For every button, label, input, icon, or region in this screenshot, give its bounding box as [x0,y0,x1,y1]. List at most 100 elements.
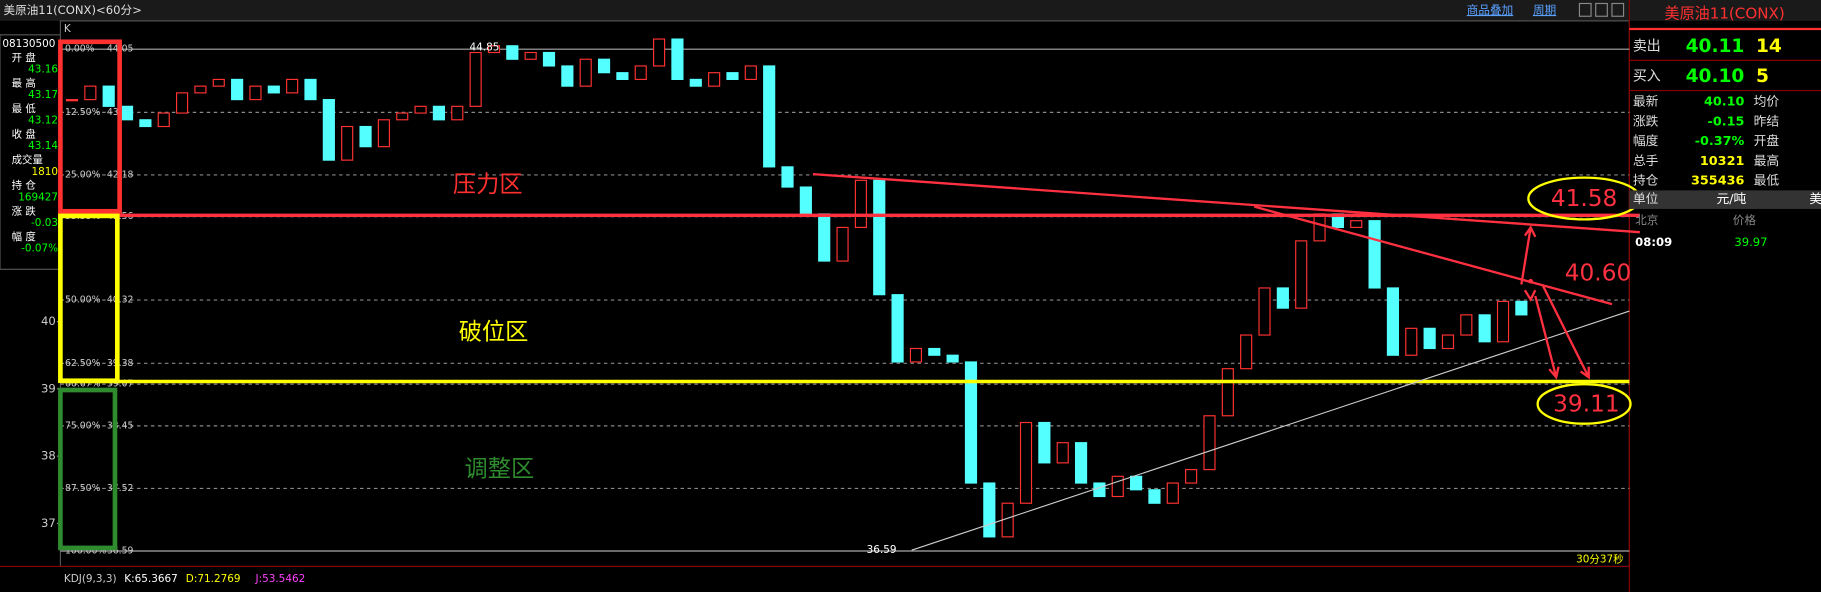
candle [1221,368,1234,417]
candle [1074,442,1088,484]
y-tick-label: 39 [41,381,56,395]
fib-price: 37.52 [107,483,134,494]
indicator-d: D:71.2769 [186,573,241,585]
candle [946,354,959,363]
fib-price: 40.32 [107,295,134,306]
candle [359,125,372,148]
candle [231,78,244,101]
tick-price: 39.97 [1734,235,1767,249]
window-button[interactable] [1611,2,1625,17]
info-panel [0,34,61,270]
candle [84,85,97,101]
unit: 元/吨 [1716,192,1746,207]
candle [212,78,225,87]
info-value: 169427 [18,191,58,203]
level-label: 40.60 [1565,259,1632,286]
overlay-button[interactable]: 商品叠加 [1467,3,1513,17]
low-label: 36.59 [867,544,897,556]
arrow [1541,283,1590,380]
trend-line [812,172,1640,234]
countdown: 30分37秒 [1576,552,1623,565]
candle [744,65,757,81]
tick-time: 08:09 [1635,235,1672,249]
highlight-ellipse [1536,383,1632,425]
candle [414,105,427,114]
arrow [1534,295,1560,380]
row-value: -0.15 [1708,114,1745,129]
candle [1148,489,1161,504]
fib-percent: 87.50% [65,483,101,494]
candle [1313,213,1326,242]
info-value: 1810 [31,166,58,178]
zone-box [58,387,118,551]
book-size: 5 [1756,66,1769,87]
candle [983,482,996,538]
y-tick-label: 40 [41,314,56,328]
support-line [911,310,1630,551]
candle [708,72,721,87]
candle [1203,415,1216,471]
candle [1478,314,1491,343]
book-label: 卖出 [1633,38,1661,54]
fib-percent: 75.00% [65,420,101,431]
info-value: 43.14 [28,140,58,152]
candle [873,179,886,296]
info-label: 持 仓 [12,179,37,192]
book-price: 40.11 [1686,36,1745,57]
candle [1166,482,1179,504]
window-button[interactable] [1578,2,1592,17]
candle [1258,287,1271,336]
info-code: 08130500 [2,38,55,50]
tick-header: 北京 [1635,213,1658,227]
candle [451,105,464,121]
candle [671,38,684,81]
row-label: 总手 [1633,154,1659,169]
candle [194,85,207,94]
candle [304,78,317,101]
candle [1386,287,1400,356]
info-value: -0.07% [21,242,58,254]
candle [341,125,354,161]
candle [175,92,189,114]
arrow [1523,289,1537,302]
candle [964,361,978,484]
candle [909,347,923,363]
candle [781,166,794,188]
candle [542,51,556,67]
zone-label: 调整区 [465,456,535,483]
zone-box [58,213,120,384]
candle [432,105,446,121]
fib-percent: 25.00% [65,169,101,180]
row-label: 持仓 [1633,174,1659,189]
candle [799,186,812,215]
book-size: 14 [1756,36,1782,57]
k-label: K [64,23,72,35]
period-button[interactable]: 周期 [1533,3,1556,17]
row-extra: 昨结 [1754,114,1780,129]
fib-price: 36.59 [107,545,134,556]
tick-header: 价格 [1733,213,1757,227]
indicator-k: K:65.3667 [124,573,178,585]
window-button[interactable] [1595,2,1608,17]
title-bar [0,0,1821,21]
panel-title: 美原油11(CONX) [1664,4,1784,22]
candle [1350,220,1363,228]
indicator-j: J:53.5462 [254,573,305,585]
y-tick-label: 37 [41,516,56,530]
candle [1460,314,1473,336]
candle [120,105,134,121]
candle [1405,327,1418,356]
candle [286,78,299,94]
row-extra: 开盘 [1754,133,1780,149]
info-label: 涨 跌 [12,204,37,217]
row-value: 355436 [1691,174,1744,189]
candle [102,85,115,107]
info-label: 幅 度 [12,230,37,243]
candle [836,226,849,262]
candle [267,85,280,94]
fib-percent: 62.50% [65,358,101,369]
candle [1276,287,1289,309]
candle [1111,475,1124,498]
info-label: 成交量 [12,153,43,166]
